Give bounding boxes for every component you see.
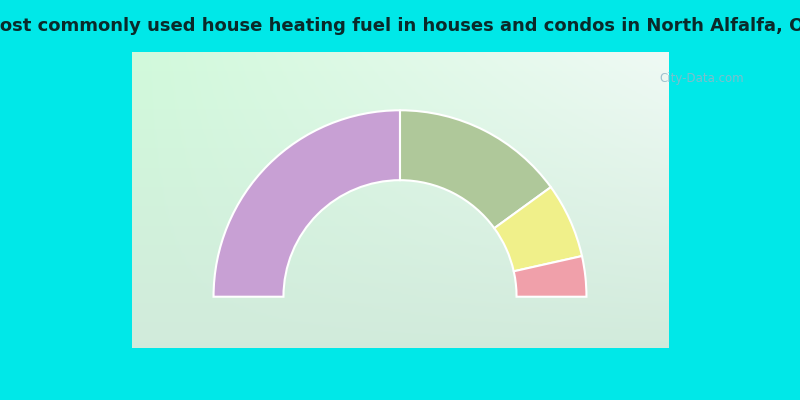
Text: City-Data.com: City-Data.com: [659, 72, 744, 85]
Text: Most commonly used house heating fuel in houses and condos in North Alfalfa, OK: Most commonly used house heating fuel in…: [0, 17, 800, 35]
Wedge shape: [494, 187, 582, 271]
Wedge shape: [214, 110, 400, 297]
Wedge shape: [514, 256, 586, 297]
Wedge shape: [400, 110, 551, 228]
